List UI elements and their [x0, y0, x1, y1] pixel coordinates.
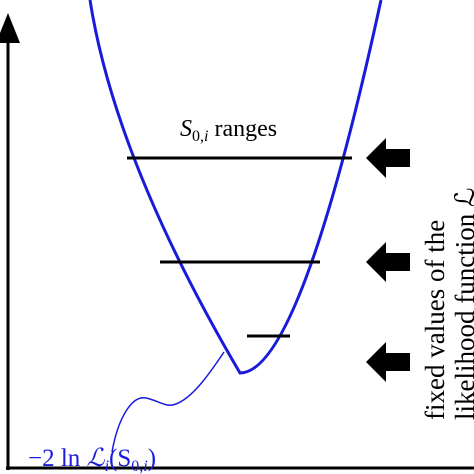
side-label-line2: likelihood function ℒ: [450, 188, 474, 420]
arrow-left-icon: [366, 342, 410, 382]
arrow-left-icon: [366, 138, 410, 178]
likelihood-curve: [88, 0, 383, 375]
side-label-line1: fixed values of the: [420, 220, 450, 420]
curve-label-leader: [111, 351, 225, 453]
curve-label: −2 ln ℒi(S0,i): [28, 445, 156, 474]
range-label: S0,i ranges: [180, 116, 277, 145]
arrow-left-icon: [366, 242, 410, 282]
